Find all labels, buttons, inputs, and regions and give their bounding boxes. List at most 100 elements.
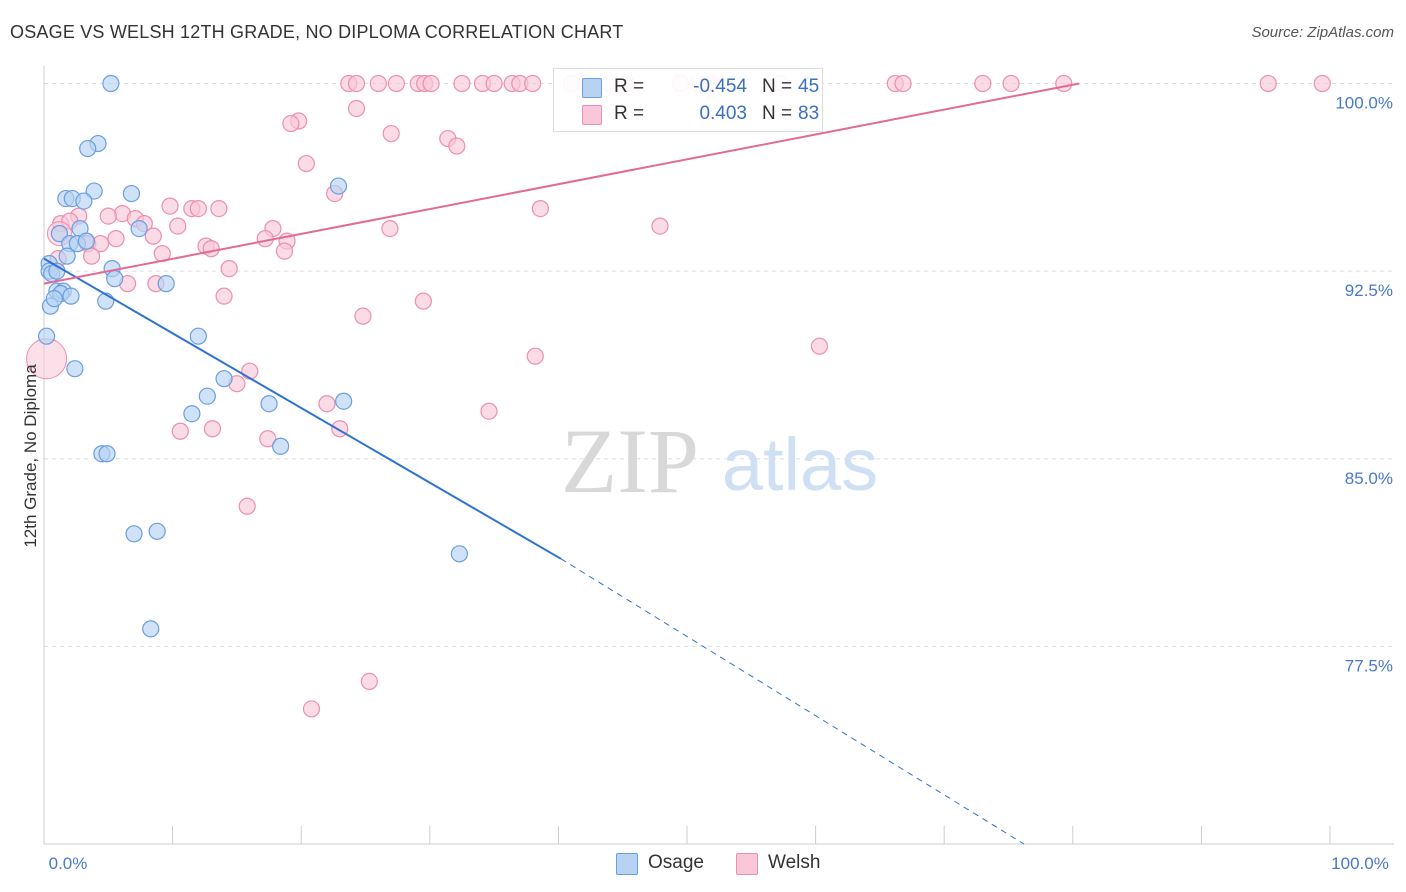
watermark-atlas: atlas — [722, 423, 878, 506]
welsh-swatch — [582, 105, 602, 125]
welsh-series — [26, 74, 1331, 718]
y-tick-label: 77.5% — [1345, 656, 1393, 675]
welsh-point — [974, 74, 992, 93]
source-label: Source: ZipAtlas.com — [1251, 24, 1394, 41]
osage-series — [37, 74, 468, 638]
watermark-zip: ZIP — [561, 410, 699, 512]
osage-point — [215, 370, 233, 388]
welsh-point — [282, 114, 300, 133]
osage-point — [183, 405, 201, 423]
welsh-point — [99, 207, 117, 225]
welsh-point — [169, 217, 187, 235]
welsh-point — [448, 137, 466, 155]
y-axis-label: 12th Grade, No Diploma — [21, 364, 40, 548]
welsh-point — [347, 99, 366, 118]
osage-point — [66, 360, 84, 378]
osage-point — [45, 290, 63, 308]
y-tick-label: 85.0% — [1345, 469, 1393, 488]
osage-point — [77, 232, 96, 250]
osage-trend-line — [43, 257, 562, 560]
osage-point — [335, 392, 353, 410]
osage-point — [58, 247, 76, 265]
stats-legend: R = -0.454 N = 45 R = 0.403 N = 83 — [553, 68, 823, 132]
x-tick-label-max: 100.0% — [1331, 854, 1389, 873]
trend-lines — [43, 82, 1080, 845]
bottom-osage-label: Osage — [648, 852, 704, 873]
welsh-point — [241, 362, 259, 380]
osage-point — [272, 437, 290, 455]
osage-point — [50, 225, 69, 243]
osage-point — [37, 327, 56, 345]
welsh-r-label: R = — [614, 103, 645, 124]
y-tick-label: 100.0% — [1335, 94, 1393, 113]
y-tick-label: 92.5% — [1345, 281, 1393, 300]
welsh-point — [414, 292, 432, 310]
welsh-r-value: 0.403 — [699, 103, 747, 124]
osage-point — [122, 184, 141, 203]
welsh-point — [1055, 74, 1073, 93]
welsh-point — [318, 395, 336, 413]
welsh-point — [220, 260, 238, 278]
welsh-point — [422, 74, 440, 93]
welsh-point — [302, 700, 321, 718]
welsh-point — [275, 242, 294, 260]
welsh-point — [387, 74, 405, 93]
welsh-point — [453, 74, 471, 93]
axes — [43, 66, 1394, 845]
watermark: ZIP atlas — [561, 410, 878, 512]
osage-n-label: N = — [762, 76, 793, 97]
osage-point — [106, 270, 124, 288]
bottom-welsh-swatch — [736, 853, 758, 875]
welsh-point — [524, 74, 542, 93]
osage-point — [85, 182, 103, 200]
osage-point — [130, 220, 148, 238]
welsh-point — [144, 227, 162, 245]
osage-point — [62, 287, 80, 305]
osage-point — [98, 445, 116, 463]
welsh-point — [382, 124, 400, 143]
welsh-trend-line — [43, 82, 1080, 285]
welsh-point — [369, 74, 387, 93]
bottom-welsh-label: Welsh — [768, 852, 821, 873]
welsh-point — [203, 420, 222, 438]
osage-r-value: -0.454 — [693, 76, 747, 97]
x-tick-label-min: 0.0% — [49, 854, 88, 873]
welsh-point — [347, 74, 366, 93]
osage-point — [189, 327, 207, 345]
bottom-osage-swatch — [616, 853, 638, 875]
osage-r-label: R = — [614, 76, 645, 97]
welsh-point — [480, 402, 498, 420]
osage-point — [79, 139, 97, 158]
welsh-point — [82, 247, 101, 265]
welsh-point — [531, 199, 549, 218]
welsh-point — [526, 347, 544, 365]
welsh-point — [1002, 74, 1020, 93]
welsh-point — [381, 220, 399, 238]
tick-labels: 77.5% 85.0% 92.5% 100.0% 0.0% 100.0% — [49, 94, 1393, 873]
welsh-point — [189, 199, 207, 218]
osage-point — [450, 545, 468, 563]
welsh-point — [360, 672, 378, 690]
welsh-point — [651, 217, 669, 235]
welsh-point — [210, 199, 228, 218]
welsh-point — [1313, 74, 1331, 93]
welsh-point — [161, 197, 179, 215]
welsh-n-label: N = — [762, 103, 793, 124]
welsh-point — [810, 337, 829, 355]
welsh-point — [107, 230, 125, 248]
welsh-n-value: 83 — [798, 103, 820, 124]
osage-point — [329, 177, 348, 195]
osage-point — [125, 525, 143, 543]
welsh-point — [1259, 74, 1277, 93]
osage-point — [157, 275, 175, 293]
welsh-point — [238, 497, 256, 515]
welsh-point — [215, 287, 233, 305]
welsh-point — [894, 74, 912, 93]
welsh-point — [485, 74, 503, 93]
osage-point — [142, 620, 160, 638]
osage-point — [102, 74, 120, 93]
welsh-point — [259, 430, 277, 448]
osage-point — [75, 192, 93, 210]
osage-trend-extension — [560, 558, 1025, 845]
